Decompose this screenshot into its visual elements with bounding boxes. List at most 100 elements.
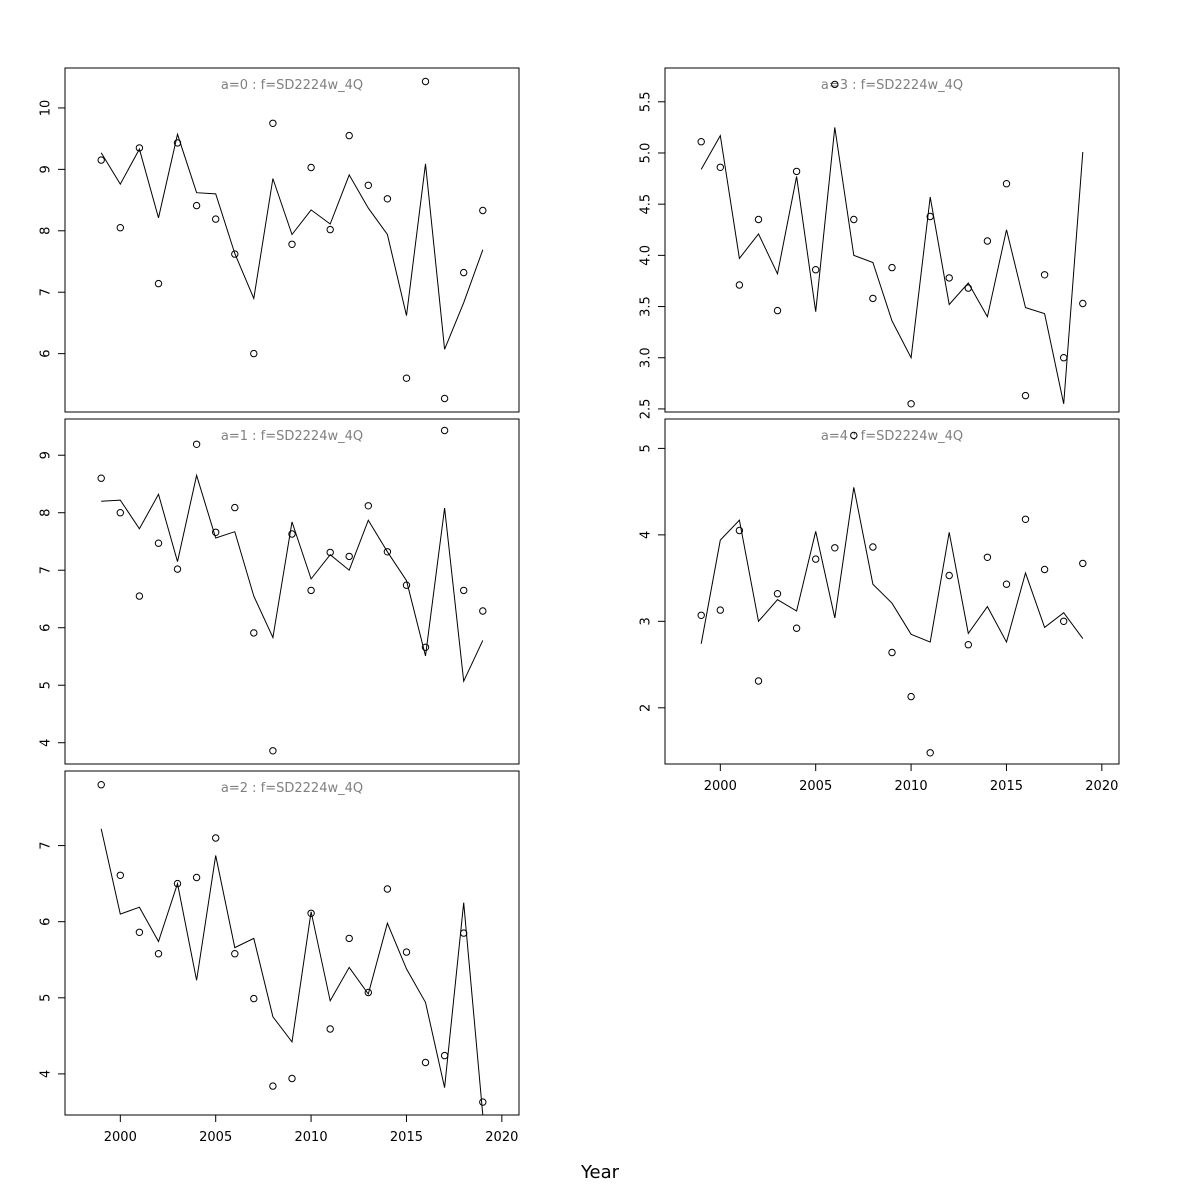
y-tick-label: 4.5	[639, 194, 654, 215]
data-point	[288, 1074, 296, 1083]
data-point	[154, 279, 163, 288]
data-point	[945, 274, 953, 282]
data-point	[907, 400, 915, 408]
y-tick-label: 10	[39, 100, 54, 117]
data-point	[1021, 515, 1030, 523]
data-point	[135, 592, 144, 600]
panel-title: a=1 : f=SD2224w_4Q	[221, 429, 363, 444]
data-point	[192, 873, 201, 882]
y-tick-label: 5	[39, 681, 54, 689]
data-point	[307, 586, 315, 595]
data-point	[173, 879, 182, 888]
data-point	[192, 440, 201, 448]
data-point	[831, 80, 839, 89]
y-tick-label: 6	[39, 918, 54, 926]
data-point	[402, 948, 411, 956]
data-point	[1002, 180, 1011, 188]
panel-2: a=2 : f=SD2224w_4Q 4 5 6 7 2000 2005 2010 2015 20…	[39, 770, 520, 1145]
data-point	[212, 528, 220, 536]
data-point	[754, 677, 763, 685]
data-point	[421, 1058, 430, 1067]
data-point	[212, 215, 220, 223]
data-point	[345, 552, 353, 561]
data-point	[402, 374, 411, 382]
panel-title: a=0 : f=SD2224w_4Q	[221, 78, 363, 93]
data-point	[888, 263, 896, 272]
y-tick-label: 8	[39, 227, 54, 235]
data-point	[97, 156, 105, 164]
data-point	[307, 909, 315, 917]
data-point	[364, 502, 372, 510]
data-point	[231, 250, 239, 258]
x-tick-label: 2015	[990, 779, 1023, 794]
y-tick-label: 6	[39, 350, 54, 358]
plot-area	[697, 80, 1087, 408]
data-point	[479, 206, 487, 215]
data-point	[869, 543, 877, 551]
panel-4: a=4 : f=SD2224w_4Q 2 3 4 5 2000 2005 2010 2015 20…	[639, 418, 1120, 794]
data-point	[288, 530, 296, 538]
data-point	[812, 555, 820, 563]
data-point	[850, 215, 858, 224]
data-point	[964, 641, 972, 649]
data-point	[440, 426, 449, 435]
data-point	[231, 950, 239, 958]
data-point	[269, 1082, 277, 1090]
data-point	[269, 119, 277, 128]
y-tick-label: 3.5	[639, 296, 654, 317]
data-point	[345, 131, 353, 140]
x-tick-label: 2015	[390, 1130, 423, 1145]
y-tick-label: 9	[39, 165, 54, 173]
data-point	[135, 928, 144, 936]
data-point	[440, 394, 449, 403]
y-tick-label: 3.0	[639, 347, 654, 368]
data-point	[250, 349, 258, 358]
data-point	[754, 215, 763, 224]
panels: a=0 : f=SD2224w_4Q 6 7 8 9 10 a=1 : f=SD2224w_…	[39, 67, 1120, 1145]
x-axis-label: Year	[580, 1162, 620, 1183]
panel-frame	[64, 418, 520, 765]
data-point	[888, 648, 896, 657]
data-point	[1079, 299, 1087, 308]
y-tick-label: 3	[639, 617, 654, 625]
data-point	[773, 590, 782, 598]
plot-area	[97, 426, 487, 755]
data-point	[1060, 617, 1068, 625]
data-point	[173, 565, 182, 573]
data-point	[773, 306, 782, 315]
y-tick-label: 7	[39, 841, 54, 849]
y-tick-label: 8	[39, 509, 54, 517]
data-point	[116, 509, 125, 517]
data-point	[250, 629, 258, 637]
x-tick-label: 2005	[199, 1130, 232, 1145]
data-point	[983, 237, 992, 245]
data-point	[735, 526, 744, 535]
data-point	[97, 474, 105, 482]
data-point	[697, 138, 705, 146]
data-point	[1040, 271, 1049, 279]
data-point	[479, 1098, 487, 1106]
y-tick-label: 7	[39, 566, 54, 574]
x-tick-label: 2010	[295, 1130, 328, 1145]
y-tick-label: 5	[639, 444, 654, 452]
plot-area	[97, 77, 487, 403]
data-point	[97, 781, 105, 789]
fitted-line	[101, 473, 484, 684]
data-point	[135, 144, 144, 152]
panel-1: a=1 : f=SD2224w_4Q 4 5 6 7 8 9	[39, 418, 520, 765]
y-tick-label: 5.0	[639, 143, 654, 164]
x-tick-label: 2020	[1085, 779, 1118, 794]
x-tick-label: 2000	[704, 779, 737, 794]
data-point	[116, 224, 125, 232]
data-point	[307, 163, 315, 172]
data-point	[192, 201, 201, 210]
fitted-line	[100, 828, 484, 1115]
data-point	[1021, 391, 1030, 400]
data-point	[460, 268, 468, 277]
y-tick-label: 5	[39, 994, 54, 1002]
data-point	[326, 1025, 334, 1033]
data-point	[364, 988, 372, 997]
data-point	[792, 624, 801, 632]
x-tick-label: 2010	[895, 779, 928, 794]
